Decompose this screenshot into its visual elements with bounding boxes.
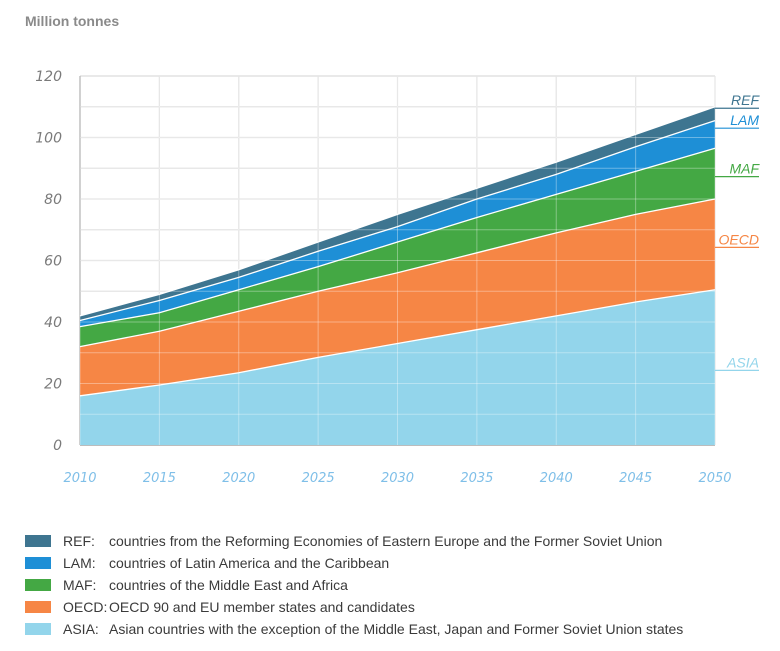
area-lam	[80, 120, 715, 327]
end-label-ref: REF	[731, 92, 760, 108]
legend-item-oecd: OECD: OECD 90 and EU member states and c…	[25, 596, 683, 618]
x-tick-label: 2030	[381, 471, 414, 486]
series-boundary-maf	[79, 147, 716, 328]
series-boundary-oecd	[79, 198, 716, 348]
y-axis-ticks: 0 20 40 60 80 100 120	[35, 69, 62, 454]
series-boundary-lam	[79, 119, 716, 322]
legend-code: REF:	[63, 533, 95, 549]
x-tick-label: 2035	[460, 471, 493, 486]
y-tick-label: 0	[53, 438, 62, 454]
y-tick-label: 100	[35, 131, 62, 147]
legend-description: countries of Latin America and the Carib…	[109, 555, 390, 571]
series-boundary-ref	[79, 106, 716, 317]
legend-description: countries from the Reforming Economies o…	[109, 533, 663, 549]
legend-item-ref: REF: countries from the Reforming Econom…	[25, 530, 683, 552]
legend-item-lam: LAM: countries of Latin America and the …	[25, 552, 683, 574]
legend-swatch	[25, 557, 51, 569]
y-tick-label: 40	[44, 315, 62, 331]
legend-swatch	[25, 601, 51, 613]
x-axis-ticks: 2010 2015 2020 2025 2030 2035 2040 2045 2050	[63, 471, 731, 486]
end-label-lam: LAM	[730, 112, 759, 128]
legend-item-asia: ASIA: Asian countries with the exception…	[25, 618, 683, 640]
end-label-oecd: OECD	[719, 231, 759, 247]
legend-code: LAM:	[63, 555, 96, 571]
legend: REF: countries from the Reforming Econom…	[25, 530, 683, 640]
legend-swatch	[25, 579, 51, 591]
end-label-asia: ASIA	[726, 354, 759, 370]
legend-code: ASIA:	[63, 621, 99, 637]
x-tick-label: 2020	[222, 471, 255, 486]
y-tick-label: 60	[44, 254, 62, 270]
y-tick-label: 20	[44, 377, 62, 393]
area-maf	[80, 148, 715, 347]
legend-code: MAF:	[63, 577, 97, 593]
end-labels: REF LAM MAF OECD ASIA	[715, 92, 760, 371]
x-tick-label: 2045	[619, 471, 652, 486]
x-tick-label: 2015	[143, 471, 176, 486]
legend-description: OECD 90 and EU member states and candida…	[109, 599, 415, 615]
end-label-maf: MAF	[729, 161, 760, 177]
legend-description: countries of the Middle East and Africa	[109, 577, 348, 593]
legend-code: OECD:	[63, 599, 108, 615]
legend-item-maf: MAF: countries of the Middle East and Af…	[25, 574, 683, 596]
legend-description: Asian countries with the exception of th…	[109, 621, 684, 637]
x-tick-label: 2050	[698, 471, 731, 486]
y-axis-unit-label: Million tonnes	[25, 13, 120, 29]
legend-swatch	[25, 623, 51, 635]
x-tick-label: 2010	[63, 471, 96, 486]
y-tick-label: 120	[35, 69, 62, 85]
legend-swatch	[25, 535, 51, 547]
areas	[79, 76, 716, 445]
x-tick-label: 2040	[540, 471, 573, 486]
x-tick-label: 2025	[302, 471, 335, 486]
area-asia	[80, 289, 715, 445]
area-oecd	[80, 199, 715, 396]
series-boundary-asia	[79, 289, 716, 397]
y-tick-label: 80	[44, 192, 62, 208]
